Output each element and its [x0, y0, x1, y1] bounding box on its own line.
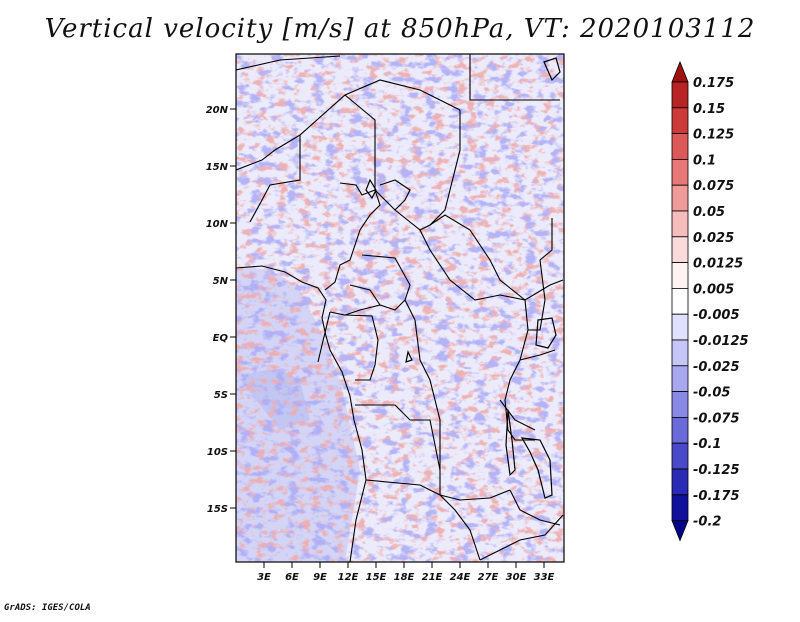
colorbar-label: 0.125 — [693, 128, 734, 143]
lat-label-20n: 20N — [206, 105, 229, 116]
colorbar-label: 0.075 — [693, 179, 734, 194]
map-title: Vertical velocity [m/s] at 850hPa, VT: 2… — [44, 14, 756, 44]
lat-label-5n: 5N — [213, 276, 229, 287]
colorbar-segment — [671, 60, 689, 83]
colorbar-segment — [671, 494, 689, 521]
colorbar-segment — [671, 468, 689, 496]
lakes — [365, 57, 561, 499]
colorbar: 0.175 0.15 0.125 0.1 0.075 0.05 0.025 0.0125 0.0… — [671, 60, 749, 542]
colorbar-segment — [671, 107, 689, 135]
colorbar-segment — [671, 339, 689, 367]
colorbar-segment — [671, 81, 689, 109]
country-borders — [236, 54, 564, 562]
longitude-axis: 3E 6E 9E 12E 15E 18E 21E 24E 27E 30E 33E — [257, 562, 555, 583]
lon-label-21e: 21E — [422, 572, 443, 583]
lon-label-33e: 33E — [534, 572, 555, 583]
vertical-velocity-field — [236, 54, 564, 562]
colorbar-segment — [671, 184, 689, 212]
colorbar-label: 0.15 — [693, 102, 725, 117]
colorbar-label: -0.025 — [693, 360, 740, 375]
lon-label-12e: 12E — [338, 572, 359, 583]
colorbar-segment — [671, 365, 689, 392]
lon-label-27e: 27E — [478, 572, 499, 583]
colorbar-label: -0.125 — [693, 463, 740, 478]
colorbar-label: 0.1 — [693, 153, 716, 168]
colorbar-label: -0.175 — [693, 489, 740, 504]
colorbar-segment — [671, 520, 689, 542]
colorbar-segment — [671, 313, 689, 341]
colorbar-label: 0.175 — [693, 76, 734, 91]
latitude-axis: 20N 15N 10N 5N EQ 5S 10S 15S — [206, 105, 236, 515]
grads-credit: GrADS: IGES/COLA — [4, 603, 91, 613]
colorbar-label: 0.025 — [693, 231, 734, 246]
lon-label-3e: 3E — [257, 572, 271, 583]
lat-label-eq: EQ — [213, 333, 229, 344]
lon-label-18e: 18E — [394, 572, 415, 583]
colorbar-label: -0.005 — [693, 308, 740, 323]
colorbar-segment — [671, 442, 689, 470]
lon-label-30e: 30E — [506, 572, 527, 583]
colorbar-segment — [671, 236, 689, 264]
lon-label-9e: 9E — [313, 572, 327, 583]
colorbar-label: 0.05 — [693, 205, 725, 220]
colorbar-segment — [671, 416, 689, 444]
colorbar-segment — [671, 391, 689, 418]
colorbar-segment — [671, 287, 689, 315]
colorbar-label: -0.05 — [693, 386, 730, 401]
lon-label-15e: 15E — [366, 572, 387, 583]
lon-label-6e: 6E — [285, 572, 299, 583]
lat-label-10s: 10S — [207, 447, 228, 458]
colorbar-segment — [671, 133, 689, 160]
colorbar-segment — [671, 262, 689, 289]
lat-label-15s: 15S — [207, 504, 228, 515]
lat-label-10n: 10N — [206, 219, 229, 230]
colorbar-segment — [671, 210, 689, 238]
map-frame — [235, 53, 565, 563]
colorbar-label: 0.0125 — [693, 257, 743, 272]
colorbar-label: 0.005 — [693, 282, 734, 297]
colorbar-label: -0.0125 — [693, 334, 749, 349]
colorbar-label: -0.075 — [693, 411, 740, 426]
lat-label-15n: 15N — [206, 162, 229, 173]
colorbar-segment — [671, 158, 689, 186]
colorbar-label: -0.2 — [693, 515, 721, 530]
colorbar-label: -0.1 — [693, 437, 721, 452]
lon-label-24e: 24E — [450, 572, 471, 583]
lat-label-5s: 5S — [214, 390, 228, 401]
